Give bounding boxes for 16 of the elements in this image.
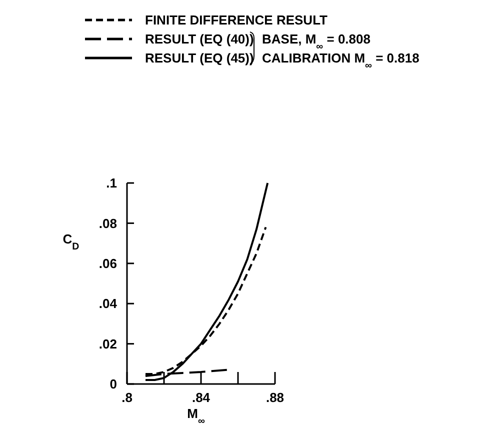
x-tick-label: .8 [122, 390, 132, 405]
x-tick-label: .84 [192, 390, 211, 405]
text: CALIBRATION M$_{∞}$ = 0.818 [262, 50, 420, 72]
legend-label: FINITE DIFFERENCE RESULT [145, 12, 328, 28]
y-tick-label: .08 [98, 216, 117, 231]
y-tick-label: .1 [106, 176, 117, 191]
y-tick-label: 0 [110, 376, 117, 392]
y-axis-title: C$_{D}$ [62, 231, 80, 252]
x-axis-title: M$_{∞}$ [187, 406, 205, 426]
y-tick-label: .06 [98, 256, 117, 271]
x-tick-label: .88 [266, 390, 284, 405]
legend-label: RESULT (EQ (45)) [145, 50, 254, 66]
text: BASE, M$_{∞}$ = 0.808 [262, 32, 370, 52]
legend-label: RESULT (EQ (40)) [145, 32, 254, 47]
y-tick-label: .04 [98, 296, 118, 312]
y-tick-label: .02 [98, 336, 117, 352]
